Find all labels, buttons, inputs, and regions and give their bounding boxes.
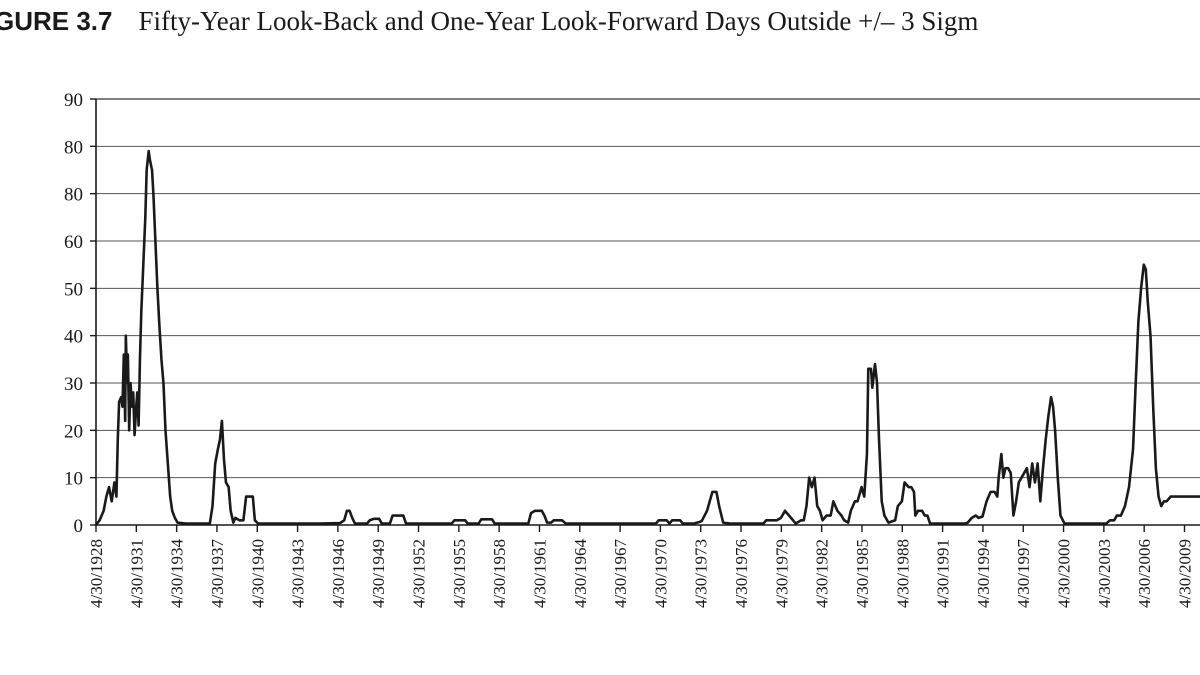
x-tick-label: 4/30/1943 xyxy=(289,539,308,608)
x-tick-label: 4/30/1997 xyxy=(1014,539,1033,608)
x-tick-label: 4/30/2009 xyxy=(1175,539,1194,608)
x-tick-label: 4/30/2003 xyxy=(1095,539,1114,608)
x-tick-label: 4/30/1994 xyxy=(974,539,993,608)
y-tick-label: 10 xyxy=(64,469,83,490)
x-tick-label: 4/30/1940 xyxy=(248,539,267,608)
x-tick-label: 4/30/1958 xyxy=(490,539,509,608)
series-line-0 xyxy=(94,149,1200,527)
x-tick-label: 4/30/1979 xyxy=(772,539,791,608)
x-tick-label: 4/30/1985 xyxy=(853,539,872,608)
x-tick-label: 4/30/1952 xyxy=(410,539,429,608)
y-tick-label: 80 xyxy=(64,137,83,158)
x-tick-label: 4/30/1934 xyxy=(168,539,187,608)
x-tick-label: 4/30/1982 xyxy=(813,539,832,608)
series-layer xyxy=(94,149,1200,527)
x-tick-label: 4/30/1976 xyxy=(732,539,751,608)
figure-caption: Fifty-Year Look-Back and One-Year Look-F… xyxy=(138,6,979,36)
x-tick-label: 4/30/1967 xyxy=(611,539,630,608)
x-tick-label: 4/30/1928 xyxy=(87,539,106,608)
gridlines xyxy=(96,98,1200,479)
y-tick-label: 20 xyxy=(64,421,83,442)
x-tick-label: 4/30/2000 xyxy=(1055,539,1074,608)
y-tick-label: 60 xyxy=(64,232,83,253)
x-axis: 4/30/1928 4/30/1931 4/30/1934 4/30/1937 4/30… xyxy=(87,524,1200,608)
x-tick-label: 4/30/1988 xyxy=(893,539,912,608)
x-tick-label: 4/30/1973 xyxy=(692,539,711,608)
x-tick-label: 4/30/1970 xyxy=(651,539,670,608)
y-tick-label: 0 xyxy=(74,516,84,537)
x-tick-label: 4/30/2006 xyxy=(1135,539,1154,608)
y-axis: 0 10 20 30 40 50 60 80 80 90 xyxy=(64,90,97,537)
x-tick-label: 4/30/1937 xyxy=(208,539,227,608)
x-tick-label: 4/30/1961 xyxy=(530,539,549,608)
y-tick-label: 40 xyxy=(64,327,83,348)
x-tick-label: 4/30/1946 xyxy=(329,539,348,608)
x-tick-label: 4/30/1931 xyxy=(127,539,146,608)
y-tick-label: 90 xyxy=(64,90,83,111)
figure-title: GURE 3.7 Fifty-Year Look-Back and One-Yea… xyxy=(0,6,978,37)
x-tick-label: 4/30/1964 xyxy=(571,539,590,608)
y-tick-label: 30 xyxy=(64,374,83,395)
y-tick-label: 80 xyxy=(64,185,83,206)
figure-label: GURE 3.7 xyxy=(0,6,113,36)
x-tick-label: 4/30/1955 xyxy=(450,539,469,608)
x-tick-label: 4/30/1991 xyxy=(934,539,953,608)
y-tick-label: 50 xyxy=(64,279,83,300)
x-tick-label: 4/30/1949 xyxy=(369,539,388,608)
